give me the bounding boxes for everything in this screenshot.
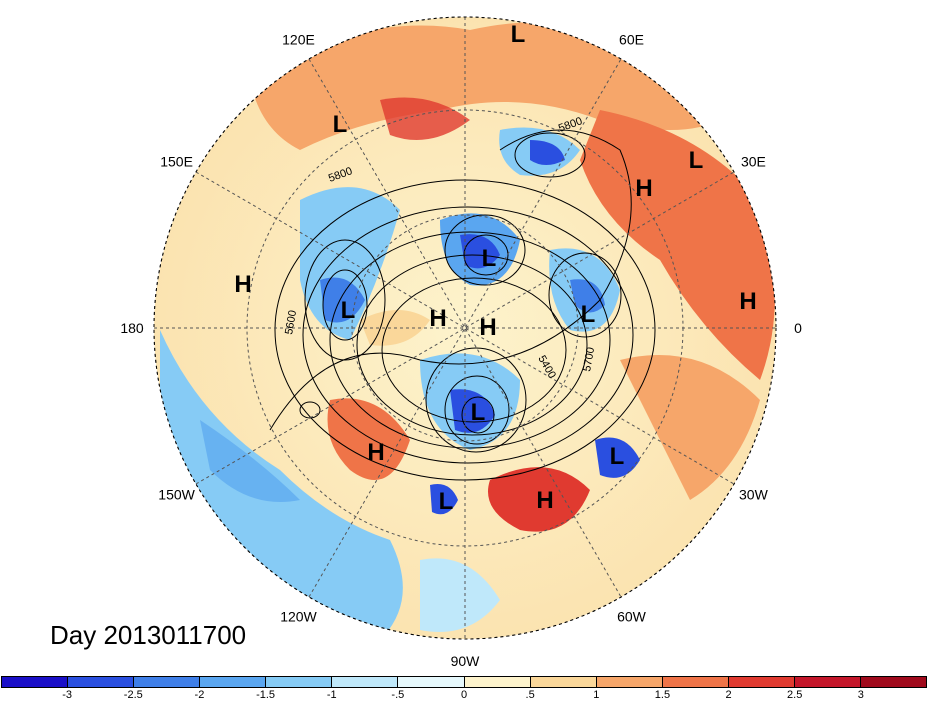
colorbar: -3 -2.5 -2 -1.5 -1 -.5 0 .5 1 1.5 2 2.5 3 — [1, 676, 927, 702]
colorbar-swatch — [530, 677, 597, 687]
colorbar-tick-label: 3 — [857, 689, 864, 701]
colorbar-tick-label: -3 — [62, 689, 73, 701]
high-pressure-marker: H — [536, 487, 553, 514]
colorbar-tick-label: 1.5 — [654, 689, 671, 701]
colorbar-swatch — [464, 677, 531, 687]
high-pressure-marker: H — [367, 439, 384, 466]
longitude-labels: 90E 60E 30E 0 30W 60W 90W 120W 150W 180 150E 120E — [120, 0, 802, 669]
map-boundary — [153, 16, 777, 640]
low-pressure-marker: L — [333, 111, 348, 138]
colorbar-swatch — [200, 677, 267, 687]
colorbar-swatch — [332, 677, 399, 687]
longitude-label: 150E — [160, 154, 193, 170]
contour-label: 5600 — [283, 309, 299, 335]
longitude-label: 120W — [280, 608, 317, 624]
high-pressure-marker: H — [234, 271, 251, 298]
high-pressure-marker: H — [429, 305, 446, 332]
colorbar-tick-label: 2.5 — [787, 689, 803, 701]
colorbar-tick-label: -2 — [194, 689, 205, 701]
longitude-label: 150W — [158, 487, 195, 503]
colorbar-ticks: -3 -2.5 -2 -1.5 -1 -.5 0 .5 1 1.5 2 2.5 3 — [1, 688, 927, 702]
colorbar-swatch — [794, 677, 862, 687]
longitude-label: 90E — [453, 0, 478, 3]
low-pressure-marker: L — [439, 488, 454, 515]
low-pressure-marker: L — [482, 245, 497, 272]
colorbar-tick-label: -.5 — [391, 689, 405, 701]
colorbar-swatch — [2, 677, 69, 687]
longitude-label: 30E — [741, 154, 766, 170]
contour-label: 5700 — [581, 346, 597, 372]
high-pressure-marker: H — [479, 314, 496, 341]
low-pressure-marker: L — [511, 21, 526, 48]
colorbar-tick-label: 2 — [725, 689, 732, 701]
colorbar-swatch — [861, 677, 927, 687]
colorbar-tick-label: -2.5 — [123, 689, 143, 701]
low-pressure-marker: L — [471, 399, 486, 426]
longitude-label: 60W — [617, 608, 647, 624]
low-pressure-marker: L — [689, 147, 704, 174]
colorbar-swatch — [728, 677, 795, 687]
colorbar-tick-label: -1.5 — [256, 689, 276, 701]
colorbar-swatch — [134, 677, 201, 687]
longitude-label: 180 — [120, 320, 144, 336]
colorbar-swatch — [398, 677, 465, 687]
colorbar-swatch — [596, 677, 663, 687]
colorbar-swatch — [68, 677, 135, 687]
map-title: Day 2013011700 — [50, 620, 247, 650]
low-pressure-marker: L — [341, 297, 356, 324]
low-pressure-marker: L — [581, 301, 596, 328]
colorbar-swatches — [1, 676, 927, 688]
colorbar-tick-label: -1 — [326, 689, 337, 701]
colorbar-tick-label: 0 — [460, 689, 468, 701]
longitude-label: 0 — [794, 320, 802, 336]
high-pressure-marker: H — [635, 175, 652, 202]
longitude-label: 30W — [739, 487, 769, 503]
colorbar-tick-label: 1 — [593, 689, 600, 701]
colorbar-swatch — [662, 677, 729, 687]
low-pressure-marker: L — [610, 443, 625, 470]
colorbar-swatch — [266, 677, 333, 687]
longitude-label: 120E — [282, 32, 315, 48]
longitude-label: 90W — [451, 653, 481, 669]
pressure-centers: L L H L H H H L L H L L L H L H — [234, 21, 756, 515]
longitude-label: 60E — [619, 32, 644, 48]
height-contours — [269, 129, 656, 481]
colorbar-tick-label: .5 — [525, 689, 535, 701]
high-pressure-marker: H — [739, 288, 756, 315]
